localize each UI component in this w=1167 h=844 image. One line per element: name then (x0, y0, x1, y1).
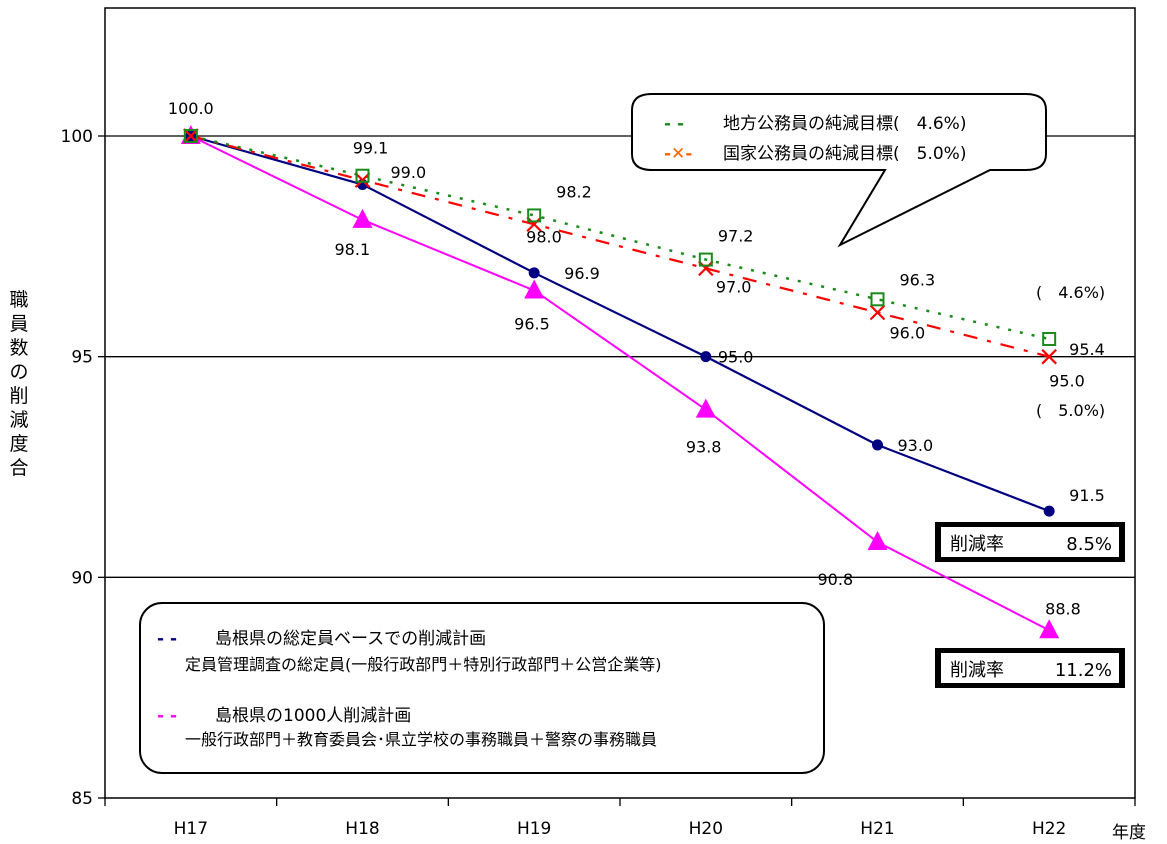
annotation-pct-local: ( 4.6%) (1036, 283, 1105, 302)
x-tick-labels: H17 H18 H19 H20 H21 H22 (104, 798, 1136, 839)
annotation-pct-national: ( 5.0%) (1036, 401, 1105, 420)
point-national-H18 (354, 172, 371, 188)
legend-bottom-marker-total: - - (157, 629, 177, 649)
point-total-H22 (1043, 505, 1055, 517)
series-layer (180, 125, 1060, 639)
legend-bottom-text-total: 島根県の総定員ベースでの削減計画 (215, 629, 486, 649)
legend-bottom-box (139, 602, 825, 774)
x-axis-unit: 年度 (1112, 823, 1146, 843)
x-tick-label-H22: H22 (1032, 819, 1066, 839)
data-label-national-H18: 99.0 (391, 163, 427, 182)
data-label-national-H21: 96.0 (890, 324, 926, 343)
point-total-H20 (700, 351, 712, 363)
line-local (190, 134, 1050, 341)
data-label-local-H18: 99.1 (353, 139, 389, 158)
rate-box-total-value: 8.5% (1066, 534, 1112, 555)
legend-top-marker-national: -✕- (664, 144, 692, 164)
line-total (190, 134, 1050, 513)
legend-bottom-text-plan: 島根県の1000人削減計画 (215, 706, 411, 726)
point-local-H19 (527, 208, 542, 223)
point-national-H17 (183, 128, 199, 144)
data-label-local-H20: 97.2 (718, 227, 754, 246)
rate-box-total: 削減率 8.5% (935, 522, 1125, 562)
y-tick-label-85: 85 (71, 789, 93, 809)
data-label-local-H19: 98.2 (556, 182, 592, 201)
legend-bottom: - - 島根県の総定員ベースでの削減計画 定員管理調査の総定員(一般行政部門＋特… (139, 602, 825, 774)
point-plan1000-H19 (524, 279, 545, 299)
point-national-H20 (698, 260, 714, 277)
data-label-total-H19: 96.9 (564, 264, 600, 283)
point-total-H21 (872, 439, 883, 451)
point-plan1000-H20 (695, 398, 716, 418)
legend-bottom-marker-plan: - - (157, 706, 177, 726)
data-label-total-H22: 91.5 (1069, 486, 1105, 505)
rate-box-plan-value: 11.2% (1055, 660, 1112, 681)
x-tick-label-H21: H21 (860, 819, 894, 839)
point-plan1000-H22 (1039, 619, 1060, 639)
point-national-H19 (526, 216, 542, 233)
point-local-H17 (183, 129, 198, 143)
rate-box-total-label: 削減率 (950, 534, 1004, 555)
data-label-plan1000-H19: 96.5 (514, 314, 550, 333)
data-label-local-H17: 100.0 (168, 99, 214, 118)
y-tick-labels: 85 90 95 100 (61, 127, 93, 809)
y-tick-label-90: 90 (71, 568, 93, 588)
y-tick-label-95: 95 (71, 348, 93, 368)
data-label-plan1000-H20: 93.8 (686, 438, 722, 457)
data-label-national-H22: 95.0 (1049, 372, 1085, 391)
legend-top-callout (631, 93, 1047, 248)
x-tick-label-H20: H20 (689, 819, 723, 839)
point-national-H22 (1041, 348, 1057, 365)
legend-bottom-sub-plan: 一般行政部門＋教育委員会･県立学校の事務職員＋警察の事務職員 (185, 730, 657, 749)
x-tick-label-H18: H18 (345, 819, 379, 839)
x-tick-label-H17: H17 (174, 819, 208, 839)
x-tick-label-H19: H19 (517, 819, 551, 839)
data-label-total-H20: 95.0 (718, 348, 754, 367)
point-local-H18 (355, 168, 370, 183)
rate-box-plan: 削減率 11.2% (935, 648, 1125, 688)
rate-box-plan-label: 削減率 (950, 660, 1004, 681)
data-label-local-H21: 96.3 (900, 270, 936, 289)
point-plan1000-H21 (867, 531, 888, 551)
legend-top-text-local: 地方公務員の純減目標( 4.6%) (723, 114, 966, 134)
point-local-H20 (698, 252, 713, 267)
data-label-local-H22: 95.4 (1069, 340, 1105, 359)
data-labels-layer: 100.0 99.1 98.2 97.2 96.3 95.4 99.0 98.0 97.0 96.… (168, 99, 1105, 618)
data-label-plan1000-H21: 90.8 (818, 570, 854, 589)
y-tick-label-100: 100 (61, 127, 93, 147)
data-label-total-H21: 93.0 (898, 436, 934, 455)
y-axis-label: 職員数の削減度合 (9, 289, 29, 479)
data-label-plan1000-H18: 98.1 (335, 240, 371, 259)
point-total-H19 (528, 267, 540, 279)
data-label-national-H20: 97.0 (716, 277, 752, 296)
data-label-plan1000-H22: 88.8 (1045, 599, 1081, 618)
data-label-national-H19: 98.0 (526, 227, 562, 246)
point-plan1000-H18 (352, 208, 373, 228)
point-national-H21 (869, 304, 886, 321)
legend-bottom-sub-total: 定員管理調査の総定員(一般行政部門＋特別行政部門＋公営企業等) (185, 655, 662, 674)
legend-top-text-national: 国家公務員の純減目標( 5.0%) (723, 144, 966, 164)
line-plan1000 (190, 135, 1050, 632)
legend-top-marker-local: - - (664, 114, 684, 134)
point-local-H21 (870, 292, 885, 307)
line-national (190, 134, 1050, 358)
legend-top: - - 地方公務員の純減目標( 4.6%) -✕- 国家公務員の純減目標( 5.… (631, 93, 1047, 248)
point-local-H22 (1042, 332, 1057, 347)
